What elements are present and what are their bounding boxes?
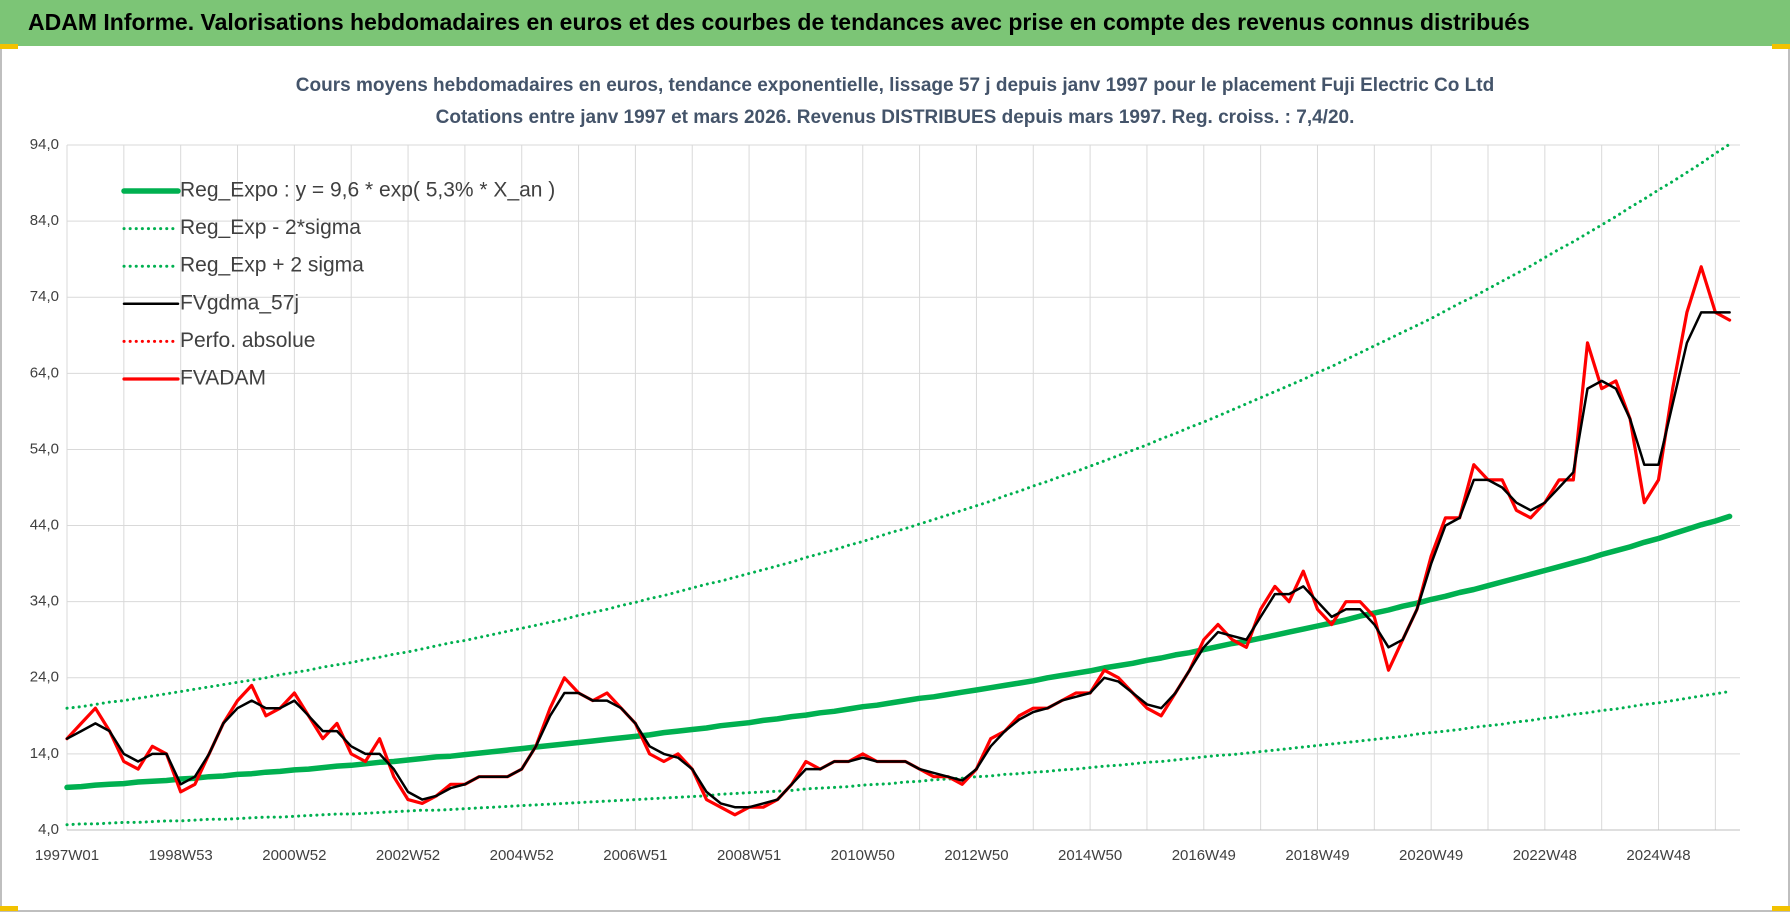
corner-mark [0, 44, 18, 49]
series-line [65, 311, 1731, 809]
x-tick-label: 2006W51 [603, 847, 667, 864]
series-line [64, 513, 1733, 791]
x-tick-label: 2014W50 [1058, 847, 1122, 864]
y-tick-label: 4,0 [38, 821, 59, 838]
corner-mark [0, 906, 18, 911]
y-tick-label: 14,0 [30, 745, 59, 762]
x-tick-label: 2010W50 [831, 847, 895, 864]
x-tick-label: 1998W53 [149, 847, 213, 864]
legend-label: Reg_Exp + 2 sigma [180, 254, 364, 277]
y-tick-label: 84,0 [30, 212, 59, 229]
x-tick-label: 2008W51 [717, 847, 781, 864]
y-tick-label: 74,0 [30, 288, 59, 305]
corner-mark [1772, 906, 1790, 911]
legend-label: FVADAM [180, 367, 266, 390]
y-tick-label: 34,0 [30, 593, 59, 610]
x-tick-label: 2000W52 [262, 847, 326, 864]
legend-label: Reg_Expo : y = 9,6 * exp( 5,3% * X_an ) [180, 179, 555, 202]
series-line [65, 690, 1732, 827]
y-tick-label: 94,0 [30, 136, 59, 153]
legend-label: Reg_Exp - 2*sigma [180, 216, 361, 239]
y-tick-label: 44,0 [30, 517, 59, 534]
x-tick-label: 2002W52 [376, 847, 440, 864]
x-tick-label: 2024W48 [1626, 847, 1690, 864]
chart-title: Cours moyens hebdomadaires en euros, ten… [296, 75, 1494, 96]
legend-label: FVgdma_57j [180, 291, 299, 314]
legend-label: Perfo. absolue [180, 329, 315, 352]
corner-mark [1772, 44, 1790, 49]
x-tick-label: 2022W48 [1513, 847, 1577, 864]
header-bar [0, 0, 1790, 46]
x-tick-label: 1997W01 [35, 847, 99, 864]
y-tick-label: 54,0 [30, 440, 59, 457]
x-tick-label: 2020W49 [1399, 847, 1463, 864]
header-title: ADAM Informe. Valorisations hebdomadaire… [28, 9, 1530, 35]
series-line [65, 142, 1732, 710]
y-tick-label: 64,0 [30, 364, 59, 381]
chart-subtitle: Cotations entre janv 1997 et mars 2026. … [436, 107, 1355, 128]
x-tick-label: 2004W52 [490, 847, 554, 864]
x-tick-label: 2016W49 [1172, 847, 1236, 864]
y-tick-label: 24,0 [30, 669, 59, 686]
x-tick-label: 2018W49 [1285, 847, 1349, 864]
x-tick-label: 2012W50 [944, 847, 1008, 864]
